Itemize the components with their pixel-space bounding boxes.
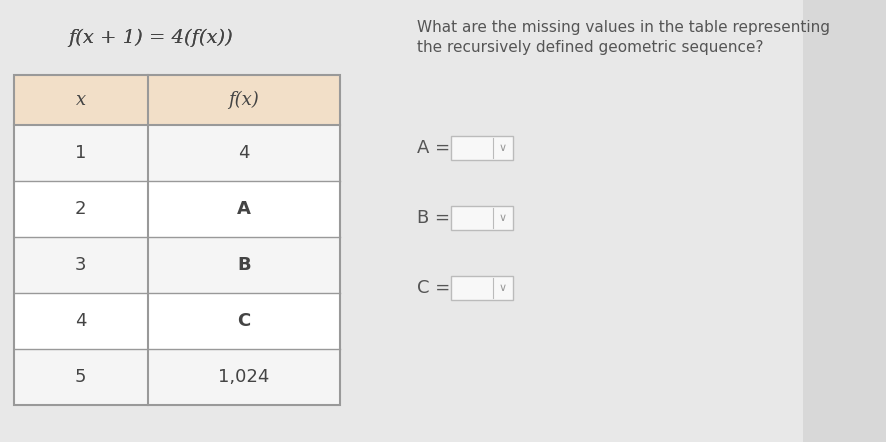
Text: f(x + 1) = 4(f(x)): f(x + 1) = 4(f(x))	[68, 29, 233, 47]
Text: A: A	[237, 200, 251, 218]
Text: f(x + 1) = 4(f(x)): f(x + 1) = 4(f(x))	[68, 29, 233, 47]
Text: 4: 4	[75, 312, 87, 330]
Text: 4: 4	[238, 144, 250, 162]
Text: 5: 5	[75, 368, 87, 386]
Text: B =: B =	[417, 209, 450, 227]
Text: 2: 2	[75, 200, 87, 218]
Text: the recursively defined geometric sequence?: the recursively defined geometric sequen…	[417, 40, 764, 55]
Text: 3: 3	[75, 256, 87, 274]
Bar	[13, 75, 340, 405]
Text: C: C	[237, 312, 251, 330]
Text: ∨: ∨	[499, 143, 507, 153]
Bar	[13, 75, 340, 125]
Text: ∨: ∨	[499, 213, 507, 223]
Bar	[13, 125, 340, 181]
Text: C =: C =	[417, 279, 450, 297]
FancyBboxPatch shape	[452, 136, 513, 160]
Bar	[13, 349, 340, 405]
FancyBboxPatch shape	[452, 206, 513, 230]
Bar	[13, 293, 340, 349]
FancyBboxPatch shape	[452, 276, 513, 300]
Text: x: x	[75, 91, 86, 109]
Bar	[13, 75, 340, 405]
Text: ∨: ∨	[499, 283, 507, 293]
Text: 1,024: 1,024	[218, 368, 269, 386]
Text: f(x): f(x)	[229, 91, 260, 109]
Text: A =: A =	[417, 139, 450, 157]
Text: 1: 1	[75, 144, 86, 162]
Text: B: B	[237, 256, 251, 274]
Bar	[13, 181, 340, 237]
Text: What are the missing values in the table representing: What are the missing values in the table…	[417, 20, 830, 35]
Bar	[13, 237, 340, 293]
